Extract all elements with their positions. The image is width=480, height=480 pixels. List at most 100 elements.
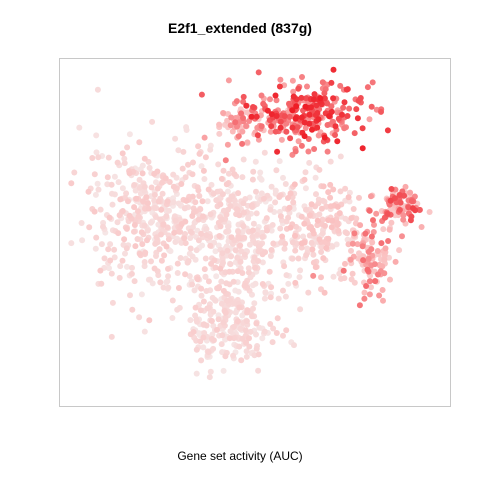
cell-point	[131, 278, 138, 285]
cell-point	[68, 180, 75, 187]
cell-point	[244, 109, 251, 116]
cell-point	[312, 264, 319, 271]
cell-point	[126, 212, 133, 219]
cell-point	[345, 241, 352, 248]
cell-point	[282, 181, 289, 187]
cell-point	[183, 197, 190, 204]
cell-point	[237, 258, 244, 265]
cell-point	[146, 317, 153, 324]
cell-point	[301, 119, 308, 126]
cell-point	[302, 185, 309, 192]
cell-point	[97, 206, 104, 213]
cell-point	[193, 346, 200, 353]
cell-point	[121, 155, 128, 162]
cell-point	[320, 255, 327, 262]
cell-point	[192, 199, 199, 206]
cell-point	[258, 92, 265, 99]
cell-point	[200, 298, 207, 305]
cell-point	[224, 297, 230, 304]
cell-point	[249, 233, 256, 240]
cell-point	[230, 352, 237, 359]
cell-point	[281, 113, 288, 120]
cell-point	[230, 278, 237, 285]
cell-point	[293, 103, 300, 110]
cell-point	[210, 190, 217, 197]
cell-point	[198, 285, 205, 292]
cell-point	[294, 124, 301, 131]
cell-point	[257, 169, 264, 176]
cell-point	[197, 307, 204, 314]
cell-point	[172, 135, 179, 142]
cell-point	[387, 197, 394, 204]
cell-point	[329, 217, 336, 224]
cell-point	[138, 229, 145, 236]
cell-point	[243, 318, 250, 325]
cell-point	[71, 169, 78, 176]
cell-point	[353, 215, 360, 222]
cell-point	[68, 240, 75, 247]
cell-point	[144, 237, 150, 244]
cell-point	[151, 191, 158, 198]
cell-point	[205, 304, 212, 311]
cell-point	[318, 205, 325, 212]
cell-point	[305, 148, 312, 155]
cell-point	[169, 315, 176, 321]
cell-point	[208, 318, 215, 324]
cell-point	[91, 171, 98, 178]
cell-point	[183, 127, 190, 133]
cell-point	[286, 113, 293, 120]
cell-point	[216, 121, 223, 128]
cell-point	[386, 226, 393, 233]
cell-point	[267, 206, 274, 213]
cell-point	[240, 93, 247, 100]
cell-point	[115, 230, 122, 237]
cell-point	[189, 253, 196, 260]
cell-point	[205, 278, 212, 285]
cell-point	[109, 299, 116, 306]
cell-point	[357, 222, 364, 229]
cell-point	[318, 274, 324, 281]
cell-point	[368, 193, 374, 200]
cell-point	[267, 321, 274, 327]
cell-point	[151, 197, 158, 204]
cell-point	[224, 188, 231, 195]
cell-point	[342, 185, 349, 192]
cell-point	[163, 243, 170, 250]
cell-point	[361, 289, 368, 296]
cell-point	[301, 220, 308, 227]
cell-point	[215, 161, 222, 168]
cell-point	[206, 374, 213, 381]
cell-point	[270, 325, 277, 332]
cell-point	[286, 204, 293, 211]
cell-point	[320, 197, 326, 204]
cell-point	[278, 136, 285, 143]
cell-point	[277, 225, 284, 232]
cell-point	[151, 204, 158, 211]
cell-point	[368, 233, 375, 240]
cell-point	[169, 297, 176, 304]
cell-point	[365, 255, 372, 262]
cell-point	[332, 132, 338, 138]
cell-point	[285, 195, 291, 201]
cell-point	[216, 284, 223, 290]
cell-point	[243, 353, 250, 360]
cell-point	[91, 208, 98, 215]
cell-point	[277, 76, 284, 83]
cell-point	[98, 280, 105, 287]
cell-point	[321, 289, 328, 296]
cell-point	[182, 240, 189, 247]
cell-point	[329, 243, 336, 250]
cell-point	[301, 133, 308, 140]
cell-point	[195, 143, 202, 150]
cell-point	[138, 291, 145, 298]
cell-point	[134, 236, 141, 242]
cell-point	[239, 174, 246, 181]
cell-point	[119, 208, 126, 214]
cell-point	[240, 98, 247, 105]
cell-point	[369, 239, 376, 246]
cell-point	[220, 259, 226, 266]
cell-point	[225, 170, 232, 177]
cell-point	[226, 268, 233, 275]
cell-point	[166, 207, 172, 214]
cell-point	[234, 318, 241, 325]
